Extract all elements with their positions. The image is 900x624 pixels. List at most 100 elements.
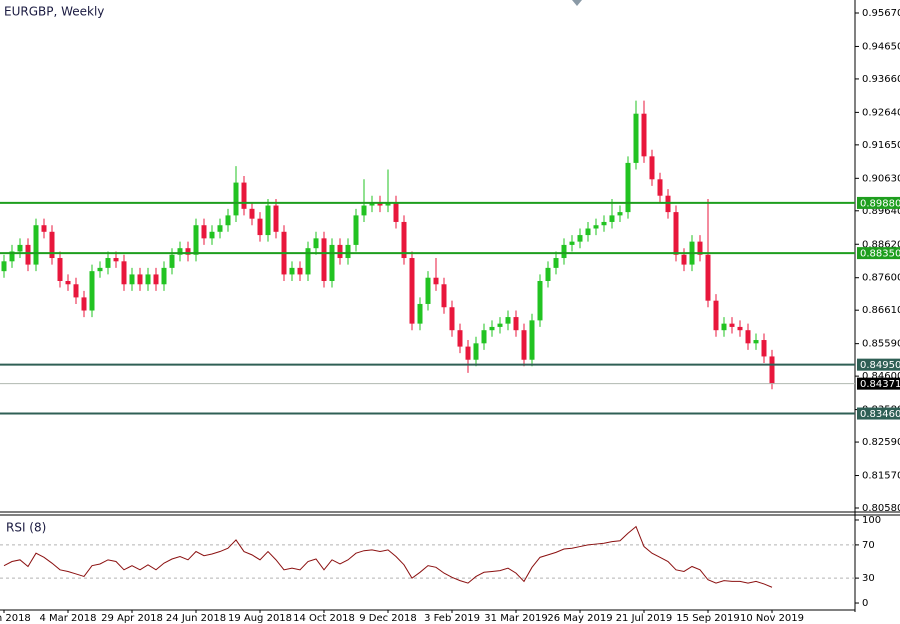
scroll-marker: [572, 0, 582, 6]
candle-body: [25, 244, 31, 265]
candle-body: [649, 156, 655, 180]
time-label: 15 Sep 2019: [676, 613, 739, 624]
candle-body: [313, 238, 319, 249]
candle-body: [593, 225, 599, 229]
time-label: 31 Mar 2019: [484, 613, 547, 624]
candle-body: [769, 356, 775, 384]
candle-body: [1, 261, 7, 272]
candle-body: [481, 330, 487, 344]
level-label: 0.88350: [860, 249, 900, 260]
candle-body: [761, 340, 767, 357]
rsi-tick-label: 30: [862, 573, 875, 584]
candle-body: [657, 179, 663, 196]
candle-body: [529, 320, 535, 360]
candle-body: [233, 182, 239, 216]
price-label: 0.80580: [862, 503, 900, 514]
candle-body: [337, 244, 343, 259]
candle-body: [681, 254, 687, 265]
candle-body: [585, 228, 591, 236]
candle-body: [753, 340, 759, 344]
candle-body: [673, 212, 679, 255]
time-label: 29 Apr 2018: [101, 613, 163, 624]
candle-body: [89, 271, 95, 311]
candle-body: [49, 231, 55, 259]
candle-body: [705, 254, 711, 301]
candle-body: [265, 205, 271, 236]
level-label-box: [857, 407, 900, 420]
candle-body: [57, 258, 63, 281]
candle-body: [41, 225, 47, 232]
candle-body: [537, 280, 543, 321]
level-label-box: [857, 377, 900, 390]
time-label: 21 Jul 2019: [616, 613, 673, 624]
level-label-box: [857, 358, 900, 371]
candle-body: [241, 182, 247, 209]
price-label: 0.85590: [862, 339, 900, 350]
candle-body: [521, 330, 527, 360]
candle-body: [617, 212, 623, 216]
time-label: 26 May 2019: [547, 613, 612, 624]
candle-body: [425, 277, 431, 304]
candle-body: [273, 205, 279, 232]
candle-body: [137, 274, 143, 285]
candle-body: [561, 244, 567, 259]
candle-body: [177, 248, 183, 255]
time-label: 9 Dec 2018: [359, 613, 417, 624]
price-label: 0.81570: [862, 471, 900, 482]
candle-body: [729, 323, 735, 327]
candle-body: [81, 297, 87, 311]
price-label: 0.95670: [862, 8, 900, 19]
price-label: 0.91650: [862, 140, 900, 151]
candle-body: [113, 258, 119, 262]
candle-body: [217, 225, 223, 232]
candle-body: [441, 284, 447, 308]
time-label: 7 Jan 2018: [0, 613, 31, 624]
candle-body: [209, 231, 215, 239]
candle-body: [393, 202, 399, 222]
candle-body: [305, 248, 311, 275]
candle-body: [345, 244, 351, 259]
price-label: 0.93660: [862, 74, 900, 85]
candle-body: [225, 215, 231, 226]
candle-body: [569, 241, 575, 245]
candle-body: [249, 208, 255, 219]
candle-body: [641, 113, 647, 157]
candle-body: [513, 317, 519, 331]
candle-body: [449, 307, 455, 331]
candle-body: [497, 323, 503, 327]
rsi-tick-label: 0: [862, 598, 868, 609]
candle-body: [129, 274, 135, 285]
price-label: 0.92640: [862, 107, 900, 118]
candle-body: [697, 241, 703, 255]
price-label: 0.87600: [862, 273, 900, 284]
level-label-box: [857, 247, 900, 260]
candle-body: [433, 277, 439, 285]
candle-body: [721, 323, 727, 331]
time-label: 3 Feb 2019: [424, 613, 480, 624]
price-label: 0.82590: [862, 437, 900, 448]
candle-body: [545, 267, 551, 281]
price-label: 0.89640: [862, 206, 900, 217]
level-label: 0.83460: [860, 409, 900, 420]
candle-body: [329, 244, 335, 281]
price-label: 0.90630: [862, 173, 900, 184]
candle-body: [633, 113, 639, 163]
rsi-tick-label: 100: [862, 515, 881, 526]
candle-body: [145, 274, 151, 285]
candle-body: [553, 258, 559, 268]
candle-body: [465, 346, 471, 360]
candle-body: [193, 225, 199, 255]
candle-body: [121, 261, 127, 285]
level-label: 0.84371: [860, 379, 900, 390]
price-label: 0.84600: [862, 371, 900, 382]
candle-body: [625, 162, 631, 213]
price-label: 0.94650: [862, 41, 900, 52]
candle-body: [473, 343, 479, 360]
time-label: 14 Oct 2018: [293, 613, 355, 624]
candle-body: [609, 215, 615, 222]
candle-body: [153, 274, 159, 285]
candle-body: [169, 254, 175, 268]
candle-body: [713, 300, 719, 331]
rsi-tick-label: 70: [862, 540, 875, 551]
candle-body: [105, 258, 111, 268]
